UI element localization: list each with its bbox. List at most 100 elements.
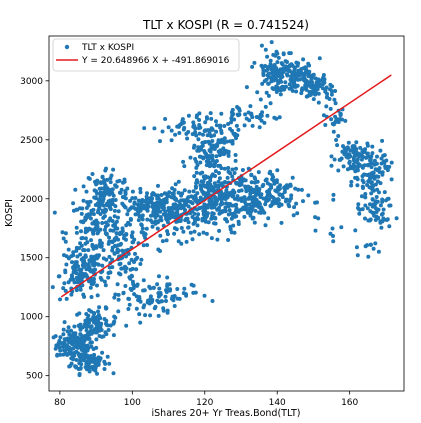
scatter-point — [221, 146, 226, 151]
scatter-point — [289, 85, 294, 90]
scatter-point — [121, 266, 126, 271]
scatter-point — [336, 120, 341, 125]
scatter-point — [98, 227, 103, 232]
scatter-point — [147, 284, 152, 289]
scatter-point — [114, 235, 119, 240]
scatter-point — [71, 201, 76, 206]
scatter-point — [389, 177, 394, 182]
scatter-point — [354, 140, 359, 145]
scatter-point — [76, 351, 81, 356]
scatter-point — [65, 345, 70, 350]
scatter-point — [144, 226, 149, 231]
scatter-point — [232, 196, 237, 201]
scatter-point — [205, 116, 209, 121]
scatter-point — [209, 143, 214, 148]
scatter-point — [248, 213, 253, 218]
scatter-point — [366, 179, 371, 184]
scatter-point — [170, 186, 175, 191]
scatter-point — [193, 193, 198, 198]
scatter-point — [150, 220, 155, 225]
scatter-point — [249, 172, 254, 177]
x-tick-label: 120 — [196, 398, 213, 408]
scatter-point — [379, 212, 384, 217]
scatter-point — [271, 178, 276, 183]
scatter-point — [321, 113, 326, 118]
scatter-point — [81, 355, 86, 360]
scatter-point — [378, 181, 383, 186]
scatter-point — [159, 299, 164, 304]
scatter-point — [125, 212, 130, 217]
scatter-point — [299, 187, 304, 192]
scatter-point — [93, 368, 98, 373]
scatter-point — [152, 126, 157, 131]
scatter-point — [94, 337, 99, 342]
legend: TLT x KOSPI Y = 20.648966 X + -491.86901… — [52, 38, 240, 72]
scatter-point — [251, 215, 256, 220]
scatter-point — [95, 227, 100, 232]
scatter-point — [123, 284, 128, 288]
scatter-point — [130, 230, 135, 235]
scatter-point — [372, 158, 377, 163]
scatter-point — [351, 158, 356, 163]
scatter-point — [196, 137, 201, 142]
scatter-point — [355, 253, 360, 258]
scatter-point — [89, 340, 94, 345]
scatter-point — [363, 203, 368, 208]
scatter-point — [188, 230, 193, 235]
regression-line-group — [60, 74, 392, 298]
scatter-point — [82, 345, 87, 350]
scatter-point — [384, 218, 389, 222]
scatter-point — [140, 226, 145, 231]
legend-box — [52, 38, 240, 72]
scatter-point — [258, 210, 263, 215]
scatter-point — [74, 230, 79, 235]
scatter-point — [382, 190, 387, 195]
scatter-point — [83, 261, 87, 266]
scatter-point — [243, 204, 248, 209]
scatter-point — [94, 244, 99, 249]
scatter-point — [102, 193, 107, 198]
scatter-point — [264, 90, 269, 95]
scatter-point — [192, 143, 197, 148]
scatter-point — [357, 211, 362, 216]
scatter-point — [227, 208, 232, 213]
scatter-point — [247, 202, 252, 207]
scatter-point — [136, 198, 141, 203]
scatter-point — [203, 128, 208, 133]
scatter-point — [83, 336, 88, 341]
scatter-point — [219, 197, 224, 202]
scatter-point — [78, 287, 83, 292]
scatter-point — [341, 144, 345, 149]
scatter-point — [349, 183, 354, 188]
scatter-point — [194, 170, 199, 175]
scatter-point — [306, 193, 311, 198]
scatter-point — [384, 198, 388, 203]
scatter-point — [170, 294, 175, 299]
y-axis-ticks: 500 1000 1500 2000 2500 3000 — [20, 77, 49, 382]
y-tick-label: 1500 — [20, 254, 43, 264]
scatter-point — [202, 149, 207, 153]
scatter-point — [223, 205, 228, 210]
scatter-point — [103, 283, 108, 288]
scatter-point — [358, 145, 363, 150]
scatter-point — [157, 286, 162, 291]
scatter-point — [184, 293, 189, 298]
scatter-point — [194, 133, 199, 138]
scatter-point — [85, 317, 90, 322]
scatter-point — [158, 200, 163, 204]
scatter-point — [165, 275, 170, 280]
scatter-point — [291, 82, 296, 87]
x-tick-label: 160 — [341, 398, 358, 408]
scatter-point — [112, 214, 117, 219]
scatter-point — [71, 265, 75, 270]
scatter-point — [129, 288, 134, 292]
scatter-point — [157, 274, 161, 279]
scatter-point — [138, 186, 143, 191]
scatter-point — [200, 170, 205, 175]
scatter-point — [242, 195, 247, 200]
scatter-point — [91, 246, 96, 251]
scatter-point — [96, 309, 100, 314]
scatter-point — [276, 55, 281, 60]
scatter-point — [278, 92, 283, 97]
scatter-point — [141, 288, 146, 293]
